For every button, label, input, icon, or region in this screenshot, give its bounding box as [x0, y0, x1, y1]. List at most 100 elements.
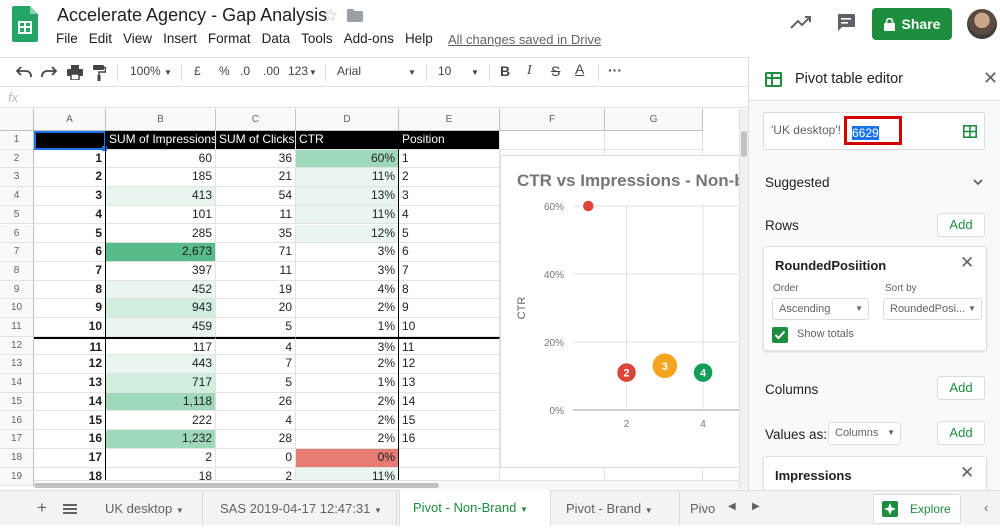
table-cell[interactable]: 13: [399, 374, 500, 393]
table-cell[interactable]: 11: [216, 261, 296, 281]
table-cell[interactable]: 60: [106, 149, 216, 169]
table-cell[interactable]: 1: [34, 149, 106, 169]
table-cell[interactable]: 4: [216, 411, 296, 431]
selected-cell[interactable]: [34, 131, 106, 150]
table-cell[interactable]: 5: [399, 224, 500, 244]
font-caret-icon[interactable]: ▼: [408, 68, 416, 77]
table-cell[interactable]: 11%: [296, 205, 399, 225]
row-header[interactable]: 9: [0, 280, 34, 300]
table-cell[interactable]: 16: [399, 430, 500, 449]
table-cell[interactable]: 10: [34, 318, 106, 337]
row-header[interactable]: 12: [0, 336, 34, 356]
sheet-tab-uk-desktop[interactable]: UK desktop ▼: [95, 491, 203, 526]
row-header[interactable]: 6: [0, 224, 34, 244]
menu-tools[interactable]: Tools: [301, 31, 333, 46]
column-header[interactable]: E: [399, 109, 500, 131]
currency-format-button[interactable]: £: [194, 64, 201, 78]
table-cell[interactable]: 54: [216, 187, 296, 206]
table-cell[interactable]: 413: [106, 187, 216, 206]
table-cell[interactable]: 3: [399, 187, 500, 206]
table-cell[interactable]: 5: [34, 224, 106, 244]
horizontal-scroll-thumb[interactable]: [34, 483, 439, 488]
rows-add-button[interactable]: Add: [937, 213, 985, 237]
column-header[interactable]: A: [34, 109, 106, 131]
table-cell[interactable]: 2,673: [106, 243, 216, 262]
table-cell[interactable]: 17: [34, 448, 106, 468]
table-cell[interactable]: SUM of Impressions: [106, 131, 216, 150]
bold-button[interactable]: B: [500, 63, 511, 79]
values-as-dropdown[interactable]: Columns ▼: [828, 422, 901, 445]
vertical-scrollbar[interactable]: [739, 109, 748, 489]
table-cell[interactable]: 14: [34, 392, 106, 412]
remove-value-field-icon[interactable]: ✕: [960, 463, 975, 482]
row-header[interactable]: 5: [0, 205, 34, 225]
table-cell[interactable]: 4: [34, 205, 106, 225]
table-cell[interactable]: 13: [34, 374, 106, 393]
avatar[interactable]: [967, 9, 997, 39]
grid-corner[interactable]: [0, 109, 34, 131]
decrease-decimal-button[interactable]: .0: [240, 64, 251, 78]
row-header[interactable]: 7: [0, 243, 34, 262]
table-cell[interactable]: 185: [106, 168, 216, 188]
percent-format-button[interactable]: %: [219, 64, 230, 78]
menu-data[interactable]: Data: [261, 31, 291, 46]
table-cell[interactable]: 2%: [296, 392, 399, 412]
table-cell[interactable]: 20: [216, 299, 296, 318]
table-cell[interactable]: 2%: [296, 299, 399, 318]
sheets-logo-icon[interactable]: [12, 6, 38, 42]
table-cell[interactable]: 2: [34, 168, 106, 188]
remove-row-field-icon[interactable]: ✕: [960, 253, 975, 272]
column-header[interactable]: D: [296, 109, 399, 131]
menu-view[interactable]: View: [123, 31, 153, 46]
vertical-scroll-thumb[interactable]: [741, 131, 747, 157]
column-header[interactable]: B: [106, 109, 216, 131]
table-cell[interactable]: 943: [106, 299, 216, 318]
menu-format[interactable]: Format: [207, 31, 251, 46]
table-cell[interactable]: 11: [34, 336, 106, 356]
font-size-select[interactable]: 10: [438, 64, 452, 78]
table-cell[interactable]: 0: [216, 448, 296, 468]
table-cell[interactable]: 28: [216, 430, 296, 449]
font-size-caret-icon[interactable]: ▼: [471, 68, 479, 77]
more-options-button[interactable]: ···: [608, 62, 622, 78]
formula-bar[interactable]: fx: [0, 88, 748, 108]
table-cell[interactable]: 21: [216, 168, 296, 188]
table-cell[interactable]: 0%: [296, 448, 399, 468]
table-cell[interactable]: 9: [34, 299, 106, 318]
data-range-highlight[interactable]: 6629: [844, 116, 902, 145]
row-header[interactable]: 4: [0, 187, 34, 206]
strikethrough-button[interactable]: S: [551, 63, 561, 79]
table-cell[interactable]: 71: [216, 243, 296, 262]
trending-up-icon[interactable]: [790, 14, 812, 30]
table-cell[interactable]: 3: [34, 187, 106, 206]
sheet-tab-pivot-brand[interactable]: Pivot - Brand ▼: [556, 491, 680, 526]
zoom-select[interactable]: 100%: [130, 64, 161, 78]
horizontal-scrollbar[interactable]: [34, 480, 739, 489]
table-cell[interactable]: 443: [106, 355, 216, 375]
row-header[interactable]: 2: [0, 149, 34, 169]
table-cell[interactable]: [399, 448, 500, 468]
empty-cell[interactable]: [605, 131, 703, 150]
row-header[interactable]: 10: [0, 299, 34, 318]
paint-format-icon[interactable]: [93, 65, 106, 81]
font-select[interactable]: Arial: [337, 64, 362, 78]
row-header[interactable]: 15: [0, 392, 34, 412]
table-cell[interactable]: 101: [106, 205, 216, 225]
table-cell[interactable]: 10: [399, 318, 500, 337]
row-header[interactable]: 3: [0, 168, 34, 188]
text-color-button[interactable]: A: [575, 61, 585, 77]
data-range-input[interactable]: 'UK desktop'! 6629: [763, 112, 985, 150]
table-cell[interactable]: 1%: [296, 374, 399, 393]
select-range-grid-icon[interactable]: [963, 125, 977, 138]
columns-add-button[interactable]: Add: [937, 376, 985, 400]
table-cell[interactable]: 15: [399, 411, 500, 431]
table-cell[interactable]: 13%: [296, 187, 399, 206]
table-cell[interactable]: 11%: [296, 168, 399, 188]
star-icon[interactable]: ☆: [323, 6, 339, 25]
menu-addons[interactable]: Add-ons: [343, 31, 394, 46]
save-status-link[interactable]: All changes saved in Drive: [448, 32, 602, 47]
order-dropdown[interactable]: Ascending ▼: [772, 298, 869, 320]
more-formats-button[interactable]: 123: [288, 64, 309, 78]
table-cell[interactable]: 11: [216, 205, 296, 225]
sheet-tab-sas[interactable]: SAS 2019-04-17 12:47:31 ▼: [210, 491, 397, 526]
